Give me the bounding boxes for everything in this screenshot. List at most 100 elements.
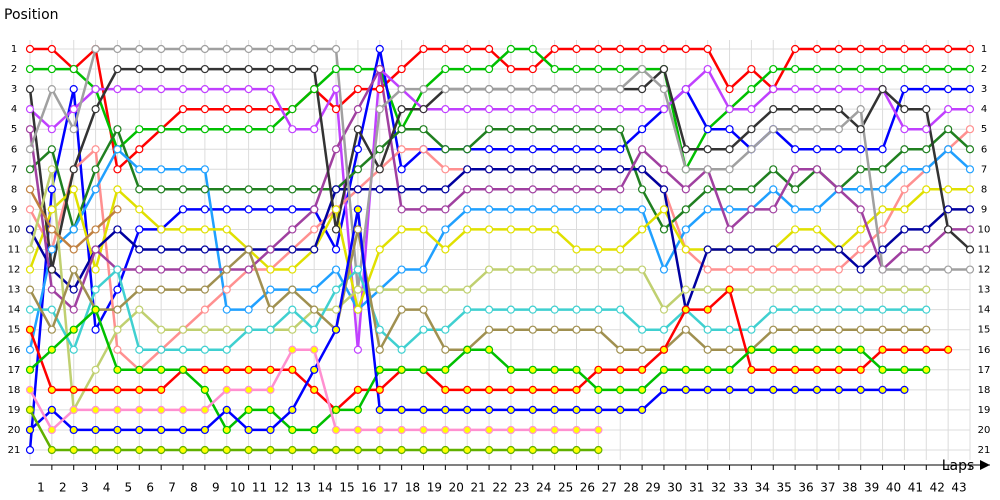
- lap-marker: [331, 145, 341, 154]
- lap-marker: [266, 385, 275, 394]
- lap-marker: [834, 265, 843, 274]
- x-tick-label: 5: [125, 481, 133, 495]
- lap-marker: [91, 245, 100, 254]
- lap-marker: [353, 285, 363, 294]
- lap-marker: [91, 105, 100, 114]
- lap-marker: [222, 105, 231, 114]
- lap-marker: [157, 225, 166, 234]
- lap-marker: [244, 425, 253, 435]
- lap-marker: [550, 125, 559, 134]
- lap-marker: [47, 445, 56, 455]
- x-tick-label: 16: [361, 481, 376, 495]
- y-tick-label-right: 16: [978, 345, 991, 356]
- lap-marker: [266, 185, 275, 194]
- lap-marker: [572, 165, 581, 174]
- x-tick-label: 14: [317, 481, 332, 495]
- lap-marker: [463, 44, 472, 54]
- lap-marker: [200, 125, 209, 134]
- lap-marker: [353, 205, 363, 214]
- y-tick-label: 16: [8, 345, 21, 356]
- lap-marker: [135, 225, 144, 234]
- lap-marker: [616, 44, 625, 54]
- lap-marker: [944, 84, 953, 94]
- lap-marker: [747, 365, 756, 374]
- lap-marker: [637, 405, 647, 414]
- lap-marker: [594, 305, 603, 314]
- lap-marker: [310, 325, 319, 334]
- lap-marker: [157, 325, 166, 334]
- lap-marker: [834, 345, 843, 354]
- lap-marker: [244, 305, 253, 314]
- markers: [25, 44, 975, 455]
- lap-marker: [572, 405, 581, 414]
- x-tick-label: 12: [274, 481, 289, 495]
- lap-marker: [856, 145, 865, 154]
- lap-marker: [288, 44, 297, 54]
- lap-marker: [659, 305, 669, 314]
- lap-marker: [353, 185, 363, 194]
- lap-marker: [856, 325, 865, 334]
- lap-marker: [659, 44, 669, 54]
- lap-marker: [594, 165, 603, 174]
- lap-marker: [222, 305, 231, 314]
- lap-marker: [812, 345, 822, 354]
- lap-marker: [135, 64, 144, 74]
- lap-marker: [681, 165, 690, 174]
- lap-marker: [659, 225, 669, 234]
- lap-marker: [200, 445, 209, 455]
- x-tick-label: 6: [146, 481, 154, 495]
- lap-marker: [135, 385, 144, 394]
- lap-marker: [113, 445, 122, 455]
- lap-marker: [616, 245, 625, 254]
- lap-marker: [965, 205, 975, 214]
- lap-marker: [616, 345, 625, 354]
- lap-marker: [113, 385, 122, 394]
- lap-marker: [178, 44, 188, 54]
- lap-marker: [135, 285, 144, 294]
- lap-marker: [878, 365, 887, 374]
- lap-marker: [419, 225, 428, 234]
- lap-marker: [703, 125, 712, 134]
- lap-marker: [506, 145, 516, 154]
- x-tick-label: 22: [492, 481, 507, 495]
- lap-marker: [113, 325, 122, 334]
- lap-marker: [747, 345, 756, 354]
- lap-marker: [397, 365, 406, 374]
- lap-marker: [69, 84, 78, 94]
- lap-marker: [331, 64, 341, 74]
- lap-marker: [550, 325, 559, 334]
- lap-marker: [178, 125, 188, 134]
- lap-marker: [944, 205, 953, 214]
- lap-marker: [594, 125, 603, 134]
- x-tick-label: 24: [536, 481, 551, 495]
- lap-marker: [812, 285, 822, 294]
- lap-marker: [69, 325, 78, 334]
- x-axis-arrow: [980, 460, 990, 470]
- lap-marker: [397, 285, 406, 294]
- lap-marker: [135, 185, 144, 194]
- lap-marker: [484, 325, 494, 334]
- lap-marker: [244, 205, 253, 214]
- lap-marker: [200, 285, 209, 294]
- lap-marker: [878, 64, 887, 74]
- lap-marker: [463, 285, 472, 294]
- x-tick-label: 1: [37, 481, 45, 495]
- lap-marker: [47, 205, 56, 214]
- lap-marker: [550, 145, 559, 154]
- lap-marker: [375, 44, 384, 54]
- lap-marker: [791, 325, 800, 334]
- lap-marker: [900, 84, 909, 94]
- y-tick-label: 14: [8, 305, 21, 316]
- lap-marker: [594, 44, 603, 54]
- lap-marker: [135, 145, 144, 154]
- lap-marker: [703, 205, 712, 214]
- y-tick-label: 4: [11, 104, 17, 115]
- lap-marker: [331, 405, 341, 414]
- lap-marker: [222, 365, 231, 374]
- lap-marker: [944, 265, 953, 274]
- lap-marker: [506, 405, 516, 414]
- lap-marker: [550, 64, 559, 74]
- lap-marker: [69, 165, 78, 174]
- lap-marker: [222, 265, 231, 274]
- lap-marker: [637, 84, 647, 94]
